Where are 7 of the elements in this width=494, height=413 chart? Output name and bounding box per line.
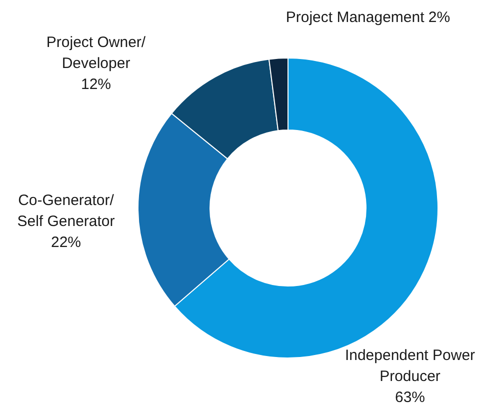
slice-label: Co-Generator/Self Generator (17, 192, 115, 230)
data-label: 63% (394, 389, 426, 406)
data-label: 22% (50, 234, 82, 251)
slice-label: Independent Power Producer (344, 347, 476, 385)
slice-label: Project Owner/Developer (46, 34, 146, 72)
data-label: 12% (80, 76, 112, 93)
slice-label: Project Management 2% (286, 9, 450, 26)
